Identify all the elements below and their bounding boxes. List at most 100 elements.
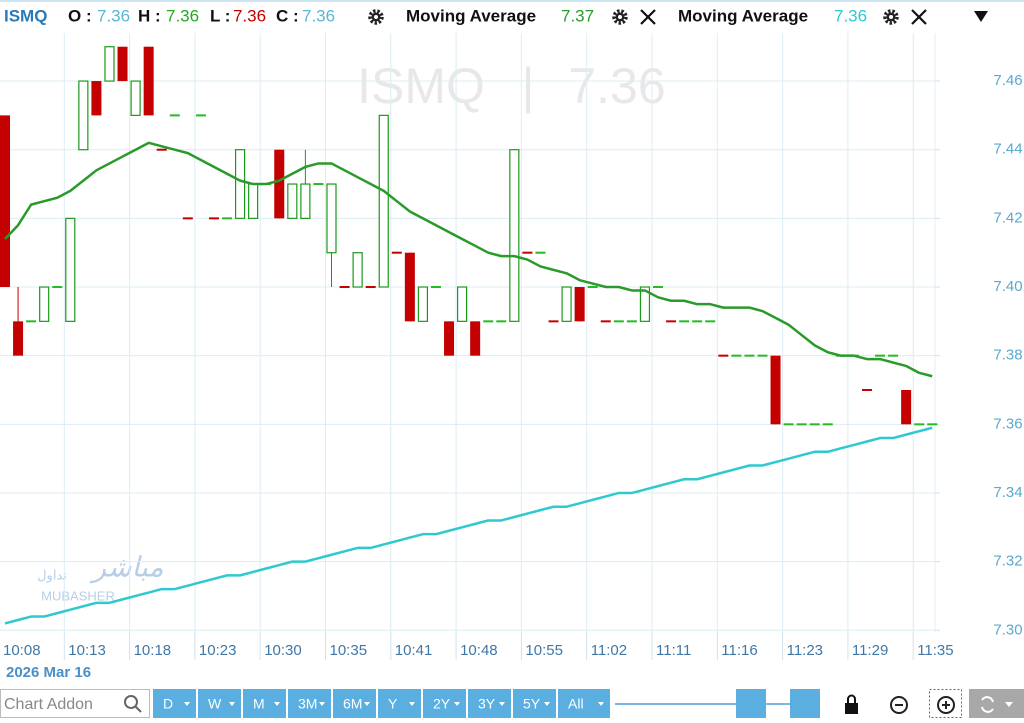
candle-body (679, 320, 690, 323)
period-button[interactable]: 3Y (468, 689, 511, 718)
period-label: 3Y (478, 696, 496, 712)
search-placeholder: Chart Addon (4, 696, 93, 713)
candle-body (222, 217, 233, 220)
candle-body (783, 423, 794, 426)
candle-body (287, 183, 298, 219)
zoom-in-icon[interactable] (937, 696, 955, 714)
candle-body (718, 354, 729, 357)
range-slider-handle[interactable] (790, 689, 820, 718)
dropdown-icon (274, 702, 280, 706)
zoom-out-icon[interactable] (890, 696, 908, 714)
period-button[interactable]: D (153, 689, 196, 718)
period-label: W (208, 696, 222, 712)
logo-latin: MUBASHER (41, 588, 115, 603)
candle-body (927, 423, 938, 426)
x-tick-label: 10:35 (330, 642, 368, 659)
quote-value: 7.36 (166, 6, 199, 25)
candle-body (195, 114, 206, 117)
candle-body (600, 320, 611, 323)
legend-name: Moving Average (678, 6, 808, 25)
period-button[interactable]: M (243, 689, 286, 718)
candle-body (653, 286, 663, 289)
y-tick-label: 7.32 (993, 553, 1022, 570)
candle-body (705, 320, 716, 323)
dropdown-icon (229, 702, 235, 706)
dropdown-icon[interactable] (974, 11, 988, 22)
candle-body (809, 423, 820, 426)
watermark-symbol: ISMQ (357, 58, 485, 114)
quote-value: 7.36 (97, 6, 130, 25)
close-icon[interactable] (911, 9, 927, 25)
y-tick-label: 7.38 (993, 347, 1022, 364)
period-button[interactable]: Y (378, 689, 421, 718)
quote-label: C : (276, 6, 299, 25)
x-tick-label: 10:48 (460, 642, 498, 659)
period-button[interactable]: 2Y (423, 689, 466, 718)
candle-body (888, 354, 899, 357)
refresh-button[interactable] (969, 689, 1024, 718)
candle-body (496, 320, 507, 323)
candle-body (91, 81, 102, 116)
period-button[interactable]: All (558, 689, 610, 718)
candle-body (901, 389, 912, 425)
lock-icon[interactable] (845, 694, 858, 715)
dropdown-icon (1005, 702, 1013, 707)
y-tick-label: 7.40 (993, 278, 1022, 295)
candle-body (444, 321, 455, 356)
logo-arabic-sub: تداول (37, 567, 67, 583)
candle-body (574, 287, 585, 322)
period-button[interactable]: 3M (288, 689, 331, 718)
candle-body (509, 149, 520, 322)
candle-body (130, 80, 141, 116)
candle-body (378, 114, 389, 288)
candle-body (861, 388, 872, 391)
candle-body (143, 46, 154, 116)
range-slider-handle[interactable] (736, 689, 766, 718)
candle-body (457, 286, 468, 322)
dropdown-icon (409, 702, 415, 706)
symbol: ISMQ (4, 6, 47, 25)
x-tick-label: 11:23 (787, 642, 823, 659)
x-tick-label: 11:16 (721, 642, 757, 659)
period-bar: D W M 3M 6M Y 2Y 3Y 5Y All (153, 689, 610, 718)
date-label: 2026 Mar 16 (6, 664, 91, 681)
period-button[interactable]: 5Y (513, 689, 556, 718)
candle-body (326, 183, 337, 254)
settings-icon[interactable] (368, 9, 384, 25)
period-button[interactable]: W (198, 689, 241, 718)
settings-icon[interactable] (883, 9, 899, 25)
dropdown-icon (319, 702, 325, 706)
candle-body (117, 46, 128, 82)
y-tick-label: 7.34 (993, 484, 1022, 501)
candle-body (391, 251, 402, 254)
x-tick-label: 10:55 (525, 642, 563, 659)
x-tick-label: 11:35 (917, 642, 953, 659)
candle-body (430, 286, 441, 289)
y-tick-label: 7.44 (993, 141, 1022, 158)
candle-body (417, 286, 429, 322)
y-tick-label: 7.36 (993, 415, 1022, 432)
search-icon[interactable] (124, 695, 142, 713)
candle-body (104, 46, 115, 82)
candle-body (470, 321, 481, 356)
candle-body (613, 320, 624, 323)
period-label: D (163, 696, 173, 712)
close-icon[interactable] (640, 9, 656, 25)
candle-body (339, 286, 350, 289)
quote-label: O : (68, 6, 92, 25)
candle-body (169, 114, 180, 117)
candle-body (0, 115, 10, 288)
quote-value: 7.36 (302, 6, 335, 25)
watermark-separator: | (522, 58, 535, 114)
period-button[interactable]: 6M (333, 689, 376, 718)
candle-body (757, 354, 768, 357)
candle-body (234, 149, 246, 219)
x-tick-label: 10:23 (199, 642, 237, 659)
settings-icon[interactable] (612, 9, 628, 25)
candle-body (39, 286, 50, 322)
period-label: All (568, 696, 584, 712)
period-label: Y (388, 696, 398, 712)
candle-body (522, 251, 533, 254)
candle-body (535, 251, 546, 254)
period-label: 5Y (523, 696, 541, 712)
